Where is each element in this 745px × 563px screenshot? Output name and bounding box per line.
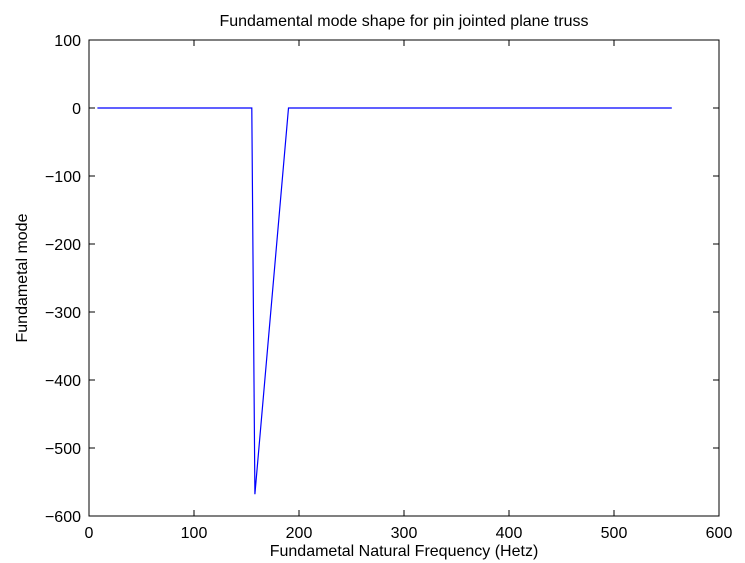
x-tick-label: 200 xyxy=(286,525,313,542)
y-tick-label: 100 xyxy=(54,33,81,50)
x-axis-label: Fundametal Natural Frequency (Hetz) xyxy=(270,543,539,560)
mode-shape-line xyxy=(97,107,672,495)
x-tick-label: 100 xyxy=(181,525,208,542)
chart-title: Fundamental mode shape for pin jointed p… xyxy=(219,13,588,30)
x-tick-label: 500 xyxy=(601,525,628,542)
x-axis-ticks: 0 100 200 300 400 500 600 xyxy=(85,40,733,542)
x-tick-label: 0 xyxy=(85,525,94,542)
y-tick-label: −600 xyxy=(45,509,81,526)
x-tick-label: 300 xyxy=(391,525,418,542)
x-tick-label: 600 xyxy=(706,525,733,542)
plot-area xyxy=(88,39,720,517)
series-layer xyxy=(97,107,672,495)
y-axis-ticks: 100 0 −100 −200 −300 −400 −500 −600 xyxy=(45,33,719,526)
y-axis-label: Fundametal mode xyxy=(14,213,31,342)
y-tick-label: −100 xyxy=(45,169,81,186)
y-tick-label: −300 xyxy=(45,305,81,322)
y-tick-label: 0 xyxy=(72,101,81,118)
y-tick-label: −200 xyxy=(45,237,81,254)
y-tick-label: −400 xyxy=(45,373,81,390)
y-tick-label: −500 xyxy=(45,441,81,458)
x-tick-label: 400 xyxy=(496,525,523,542)
